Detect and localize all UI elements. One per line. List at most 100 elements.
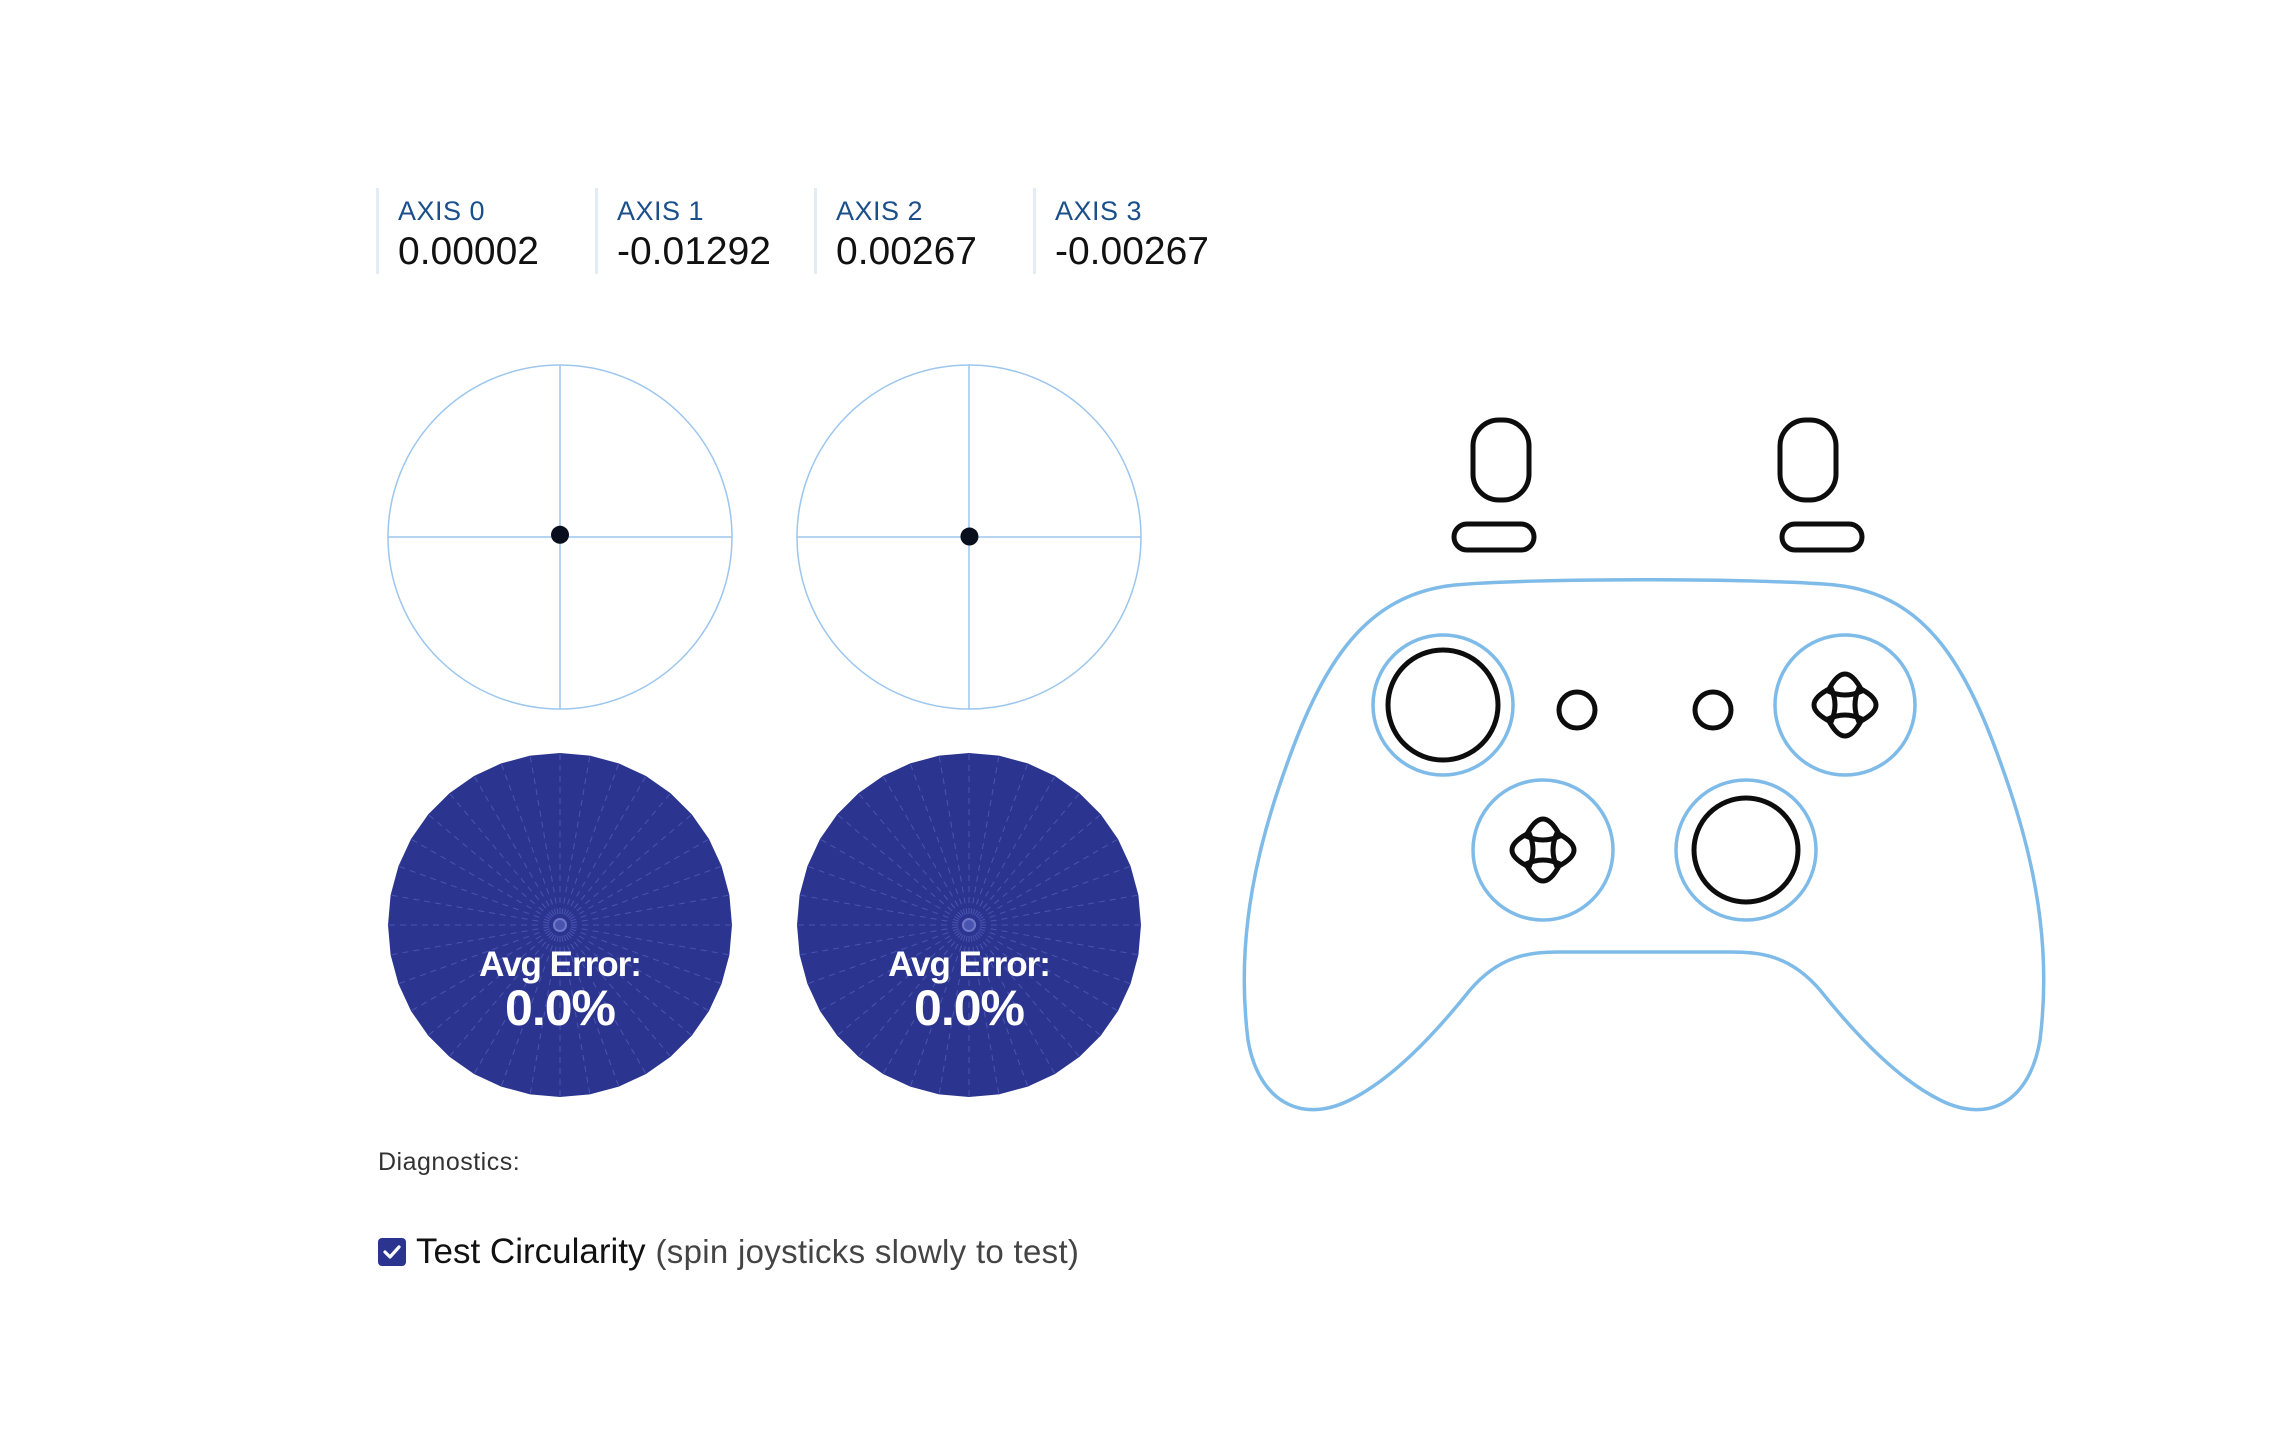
circularity-spoke <box>529 924 561 1095</box>
circularity-spoke <box>559 755 591 926</box>
circularity-spoke <box>559 924 620 1087</box>
circularity-spoke <box>882 924 970 1075</box>
menu-button[interactable] <box>1692 689 1734 731</box>
circularity-spoke <box>427 814 561 926</box>
circularity-spoke <box>449 792 561 926</box>
circularity-spoke <box>559 924 722 985</box>
test-circularity-checkbox[interactable] <box>378 1238 406 1266</box>
circularity-spoke <box>390 924 561 956</box>
axis-3-readout: AXIS 3 -0.00267 <box>1033 188 1252 274</box>
axis-2-label: AXIS 2 <box>836 196 924 226</box>
circularity-spoke <box>968 924 1102 1036</box>
face-buttons-ring <box>1773 633 1917 777</box>
left-circularity-spokes <box>388 753 732 1097</box>
left-avg-error-label: Avg Error: <box>479 945 642 984</box>
circularity-spoke <box>909 924 970 1087</box>
circularity-spoke <box>398 865 561 926</box>
axis-1-label: AXIS 1 <box>617 196 705 226</box>
circularity-spoke <box>968 924 1000 1095</box>
dpad <box>1509 816 1577 884</box>
circularity-spoke <box>968 775 1056 926</box>
face-buttons <box>1811 671 1879 739</box>
circularity-spoke <box>398 924 561 985</box>
circularity-spoke <box>938 924 970 1095</box>
circularity-spoke <box>968 763 1029 926</box>
left-stick-ring <box>1371 633 1515 777</box>
test-circularity-title: Test Circularity <box>416 1232 646 1271</box>
circularity-spoke <box>968 865 1131 926</box>
circularity-spoke <box>500 924 561 1087</box>
left-circularity-graphic <box>388 753 732 1097</box>
circularity-spoke <box>559 924 693 1036</box>
face-button-left[interactable] <box>1811 685 1838 725</box>
circularity-spoke <box>968 924 1080 1058</box>
circularity-spoke <box>858 792 970 926</box>
dpad-ring <box>1471 778 1615 922</box>
circularity-spoke <box>968 924 1139 956</box>
circularity-spoke <box>390 894 561 926</box>
axis-0-value: 0.00002 <box>398 230 539 273</box>
circularity-spoke <box>909 763 970 926</box>
circularity-spoke <box>968 894 1139 926</box>
circularity-spoke <box>858 924 970 1058</box>
circularity-spoke <box>473 775 561 926</box>
circularity-spoke <box>968 924 1119 1012</box>
circularity-spoke <box>819 924 970 1012</box>
right-circularity-graphic <box>797 753 1141 1097</box>
controller-body-outline <box>1242 578 2046 1112</box>
test-circularity-option[interactable]: Test Circularity (spin joysticks slowly … <box>378 1232 1079 1272</box>
right-bumper[interactable] <box>1779 521 1865 553</box>
right-stick-button[interactable] <box>1691 795 1801 905</box>
left-circularity-disc: Avg Error: 0.0% <box>385 750 735 1100</box>
dpad-left[interactable] <box>1509 830 1536 870</box>
circularity-spoke <box>938 755 970 926</box>
circularity-spoke <box>968 838 1119 926</box>
circularity-spoke <box>968 755 1000 926</box>
check-icon <box>383 1245 401 1259</box>
circularity-spoke <box>799 894 970 926</box>
circularity-spoke <box>559 838 710 926</box>
circularity-spoke <box>559 865 722 926</box>
left-stick-position-dot <box>551 525 570 544</box>
circularity-spoke <box>559 894 730 926</box>
left-stick-plot <box>387 364 733 710</box>
test-circularity-hint: (spin joysticks slowly to test) <box>655 1233 1080 1270</box>
axis-3-label: AXIS 3 <box>1055 196 1143 226</box>
right-trigger[interactable] <box>1777 417 1839 503</box>
circularity-spoke <box>968 924 1029 1087</box>
circularity-spoke <box>819 838 970 926</box>
axis-2-readout: AXIS 2 0.00267 <box>814 188 1033 274</box>
circularity-spoke <box>473 924 561 1075</box>
circularity-spoke <box>410 838 561 926</box>
circularity-spoke <box>836 924 970 1036</box>
right-avg-error-value: 0.0% <box>914 980 1025 1036</box>
circularity-spoke <box>449 924 561 1058</box>
axis-0-label: AXIS 0 <box>398 196 486 226</box>
gamepad-icon <box>1242 417 2046 1112</box>
circularity-spoke <box>559 814 693 926</box>
right-stick-position-dot <box>960 527 979 546</box>
dpad-right[interactable] <box>1550 830 1577 870</box>
diagnostics-label: Diagnostics: <box>378 1148 521 1176</box>
circularity-spoke <box>559 924 591 1095</box>
axis-3-value: -0.00267 <box>1055 230 1209 273</box>
circularity-spoke <box>559 763 620 926</box>
circularity-spoke <box>559 775 647 926</box>
circularity-spoke <box>559 924 730 956</box>
circularity-spoke <box>559 924 671 1058</box>
circularity-spoke <box>559 924 710 1012</box>
left-stick-button[interactable] <box>1385 647 1501 763</box>
right-circularity-center <box>962 918 976 932</box>
circularity-spoke <box>799 924 970 956</box>
circularity-spoke <box>882 775 970 926</box>
face-button-right[interactable] <box>1852 685 1879 725</box>
right-avg-error-label: Avg Error: <box>888 945 1051 984</box>
axis-1-value: -0.01292 <box>617 230 771 273</box>
circularity-spoke <box>807 924 970 985</box>
left-trigger[interactable] <box>1470 417 1532 503</box>
circularity-spoke <box>836 814 970 926</box>
right-circularity-spokes <box>797 753 1141 1097</box>
left-bumper[interactable] <box>1451 521 1537 553</box>
axis-1-readout: AXIS 1 -0.01292 <box>595 188 814 274</box>
view-button[interactable] <box>1556 689 1598 731</box>
